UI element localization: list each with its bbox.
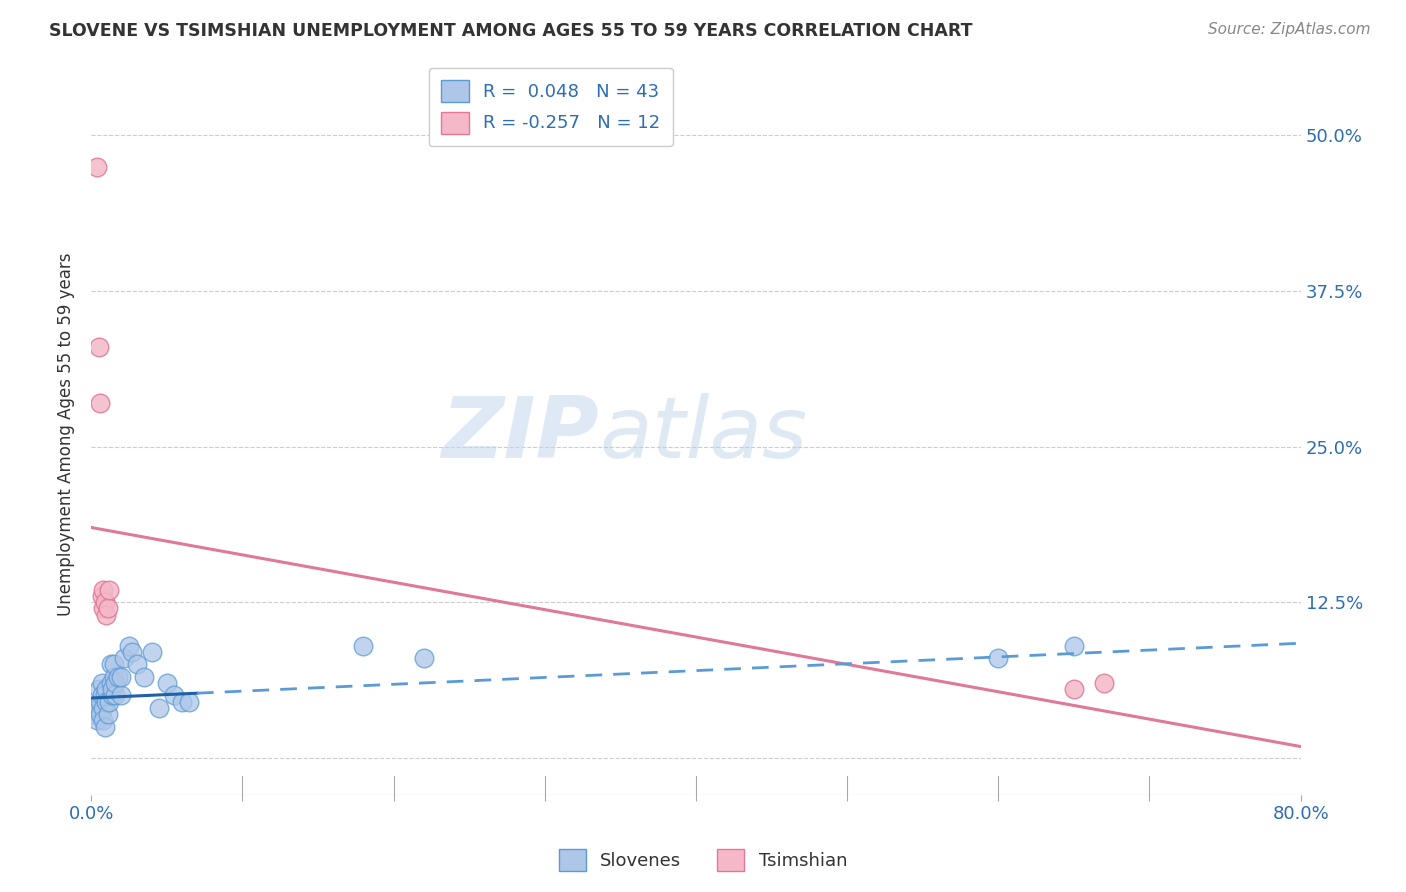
Text: atlas: atlas <box>599 392 807 475</box>
Point <box>100 676 122 690</box>
Point <box>110 670 132 684</box>
Text: Source: ZipAtlas.com: Source: ZipAtlas.com <box>1208 22 1371 37</box>
Point <box>987 651 1010 665</box>
Point <box>132 670 155 684</box>
Legend: R =  0.048   N = 43, R = -0.257   N = 12: R = 0.048 N = 43, R = -0.257 N = 12 <box>429 68 672 146</box>
Point <box>125 657 148 672</box>
Point <box>87 701 110 715</box>
Y-axis label: Unemployment Among Ages 55 to 59 years: Unemployment Among Ages 55 to 59 years <box>58 252 75 615</box>
Point <box>179 695 201 709</box>
Point <box>86 714 108 728</box>
Point <box>103 657 125 672</box>
Point <box>96 682 118 697</box>
Point <box>91 601 114 615</box>
Point <box>101 689 124 703</box>
Point <box>110 689 132 703</box>
Point <box>90 589 112 603</box>
Point <box>104 676 127 690</box>
Point <box>80 707 103 722</box>
Point <box>87 340 110 354</box>
Point <box>412 651 434 665</box>
Point <box>141 645 163 659</box>
Point <box>97 601 120 615</box>
Point <box>89 707 111 722</box>
Point <box>86 160 108 174</box>
Point <box>1063 682 1085 697</box>
Point <box>89 396 111 410</box>
Legend: Slovenes, Tsimshian: Slovenes, Tsimshian <box>551 842 855 879</box>
Point <box>156 676 179 690</box>
Point <box>170 695 193 709</box>
Point <box>163 689 186 703</box>
Point <box>100 657 122 672</box>
Point <box>104 689 127 703</box>
Point <box>98 582 121 597</box>
Point <box>103 670 125 684</box>
Point <box>1092 676 1115 690</box>
Point <box>94 595 117 609</box>
Point <box>89 695 111 709</box>
Point <box>96 695 118 709</box>
Point <box>352 639 374 653</box>
Point <box>118 639 141 653</box>
Point <box>91 714 114 728</box>
Point <box>94 689 117 703</box>
Text: ZIP: ZIP <box>441 392 599 475</box>
Point <box>84 701 107 715</box>
Point <box>96 607 118 622</box>
Point <box>90 689 112 703</box>
Point <box>91 701 114 715</box>
Point <box>148 701 170 715</box>
Point <box>94 720 117 734</box>
Text: SLOVENE VS TSIMSHIAN UNEMPLOYMENT AMONG AGES 55 TO 59 YEARS CORRELATION CHART: SLOVENE VS TSIMSHIAN UNEMPLOYMENT AMONG … <box>49 22 973 40</box>
Point <box>1063 639 1085 653</box>
Point <box>90 676 112 690</box>
Point <box>121 645 143 659</box>
Point <box>87 682 110 697</box>
Point <box>91 582 114 597</box>
Point <box>97 707 120 722</box>
Point <box>112 651 135 665</box>
Point <box>101 682 124 697</box>
Point <box>107 670 129 684</box>
Point <box>98 695 121 709</box>
